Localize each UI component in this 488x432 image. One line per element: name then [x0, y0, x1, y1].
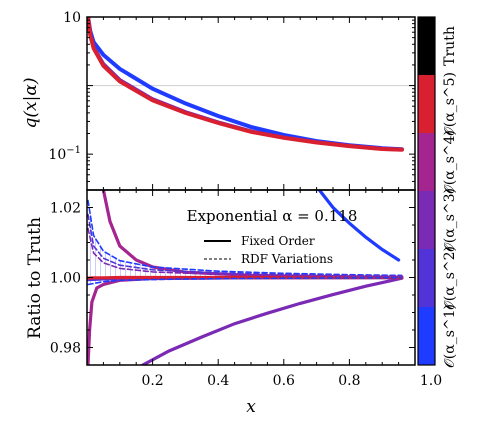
- top-ytick-label: 10−1: [48, 145, 81, 163]
- rdf-variation-line: [87, 199, 403, 277]
- colorbar-label: 𝒪(α_s^4): [442, 130, 458, 194]
- colorbar-label: 𝒪(α_s^5): [442, 72, 458, 136]
- legend: Exponential α = 0.118 Fixed Order RDF Va…: [187, 207, 358, 266]
- rdf-variation-line: [87, 277, 403, 286]
- rdf-variation-line: [87, 227, 403, 278]
- bottom-ylabel: Ratio to Truth: [25, 217, 45, 339]
- colorbar: 𝒪(α_s^1)𝒪(α_s^2)𝒪(α_s^3)𝒪(α_s^4)𝒪(α_s^5)…: [417, 16, 458, 368]
- bottom-ytick-label: 1.00: [50, 271, 81, 287]
- top-panel: 10−1 10 q(x|α): [21, 10, 415, 191]
- top-panel-frame: [86, 16, 416, 191]
- xtick-label: 0.2: [141, 373, 163, 389]
- top-ylabel: q(x|α): [21, 78, 41, 129]
- top-ytick-label: 10: [63, 10, 81, 26]
- top-series-line: [87, 17, 404, 152]
- xtick-label: 1.0: [420, 373, 442, 389]
- legend-entry-fixed-order: Fixed Order: [241, 234, 315, 248]
- colorbar-segment: [418, 133, 435, 191]
- fixed-order-line: [141, 276, 404, 365]
- colorbar-segment: [418, 307, 435, 365]
- colorbar-label: 𝒪(α_s^3): [442, 188, 458, 252]
- colorbar-label: Truth: [442, 26, 458, 66]
- legend-entry-rdf-variations: RDF Variations: [241, 252, 333, 266]
- colorbar-segment: [418, 249, 435, 307]
- fixed-order-line: [317, 190, 401, 262]
- xtick-label: 0.8: [338, 373, 360, 389]
- xtick-label: 0.6: [273, 373, 295, 389]
- colorbar-segment: [418, 17, 435, 75]
- bottom-ytick-label: 0.98: [50, 341, 81, 357]
- colorbar-label: 𝒪(α_s^1): [442, 304, 458, 368]
- bottom-ytick-label: 1.02: [50, 201, 81, 217]
- colorbar-segment: [418, 75, 435, 133]
- colorbar-segment: [418, 191, 435, 249]
- x-axis-label: x: [246, 397, 256, 417]
- xtick-label: 0.4: [207, 373, 229, 389]
- colorbar-label: 𝒪(α_s^2): [442, 246, 458, 310]
- bottom-panel: 0.98 1.00 1.02 0.2 0.4 0.6 0.8 1.0 Ratio to Tr…: [25, 17, 442, 417]
- colorbar-frame: [417, 16, 436, 366]
- legend-title: Exponential α = 0.118: [187, 207, 358, 225]
- bottom-panel-frame: [86, 189, 416, 366]
